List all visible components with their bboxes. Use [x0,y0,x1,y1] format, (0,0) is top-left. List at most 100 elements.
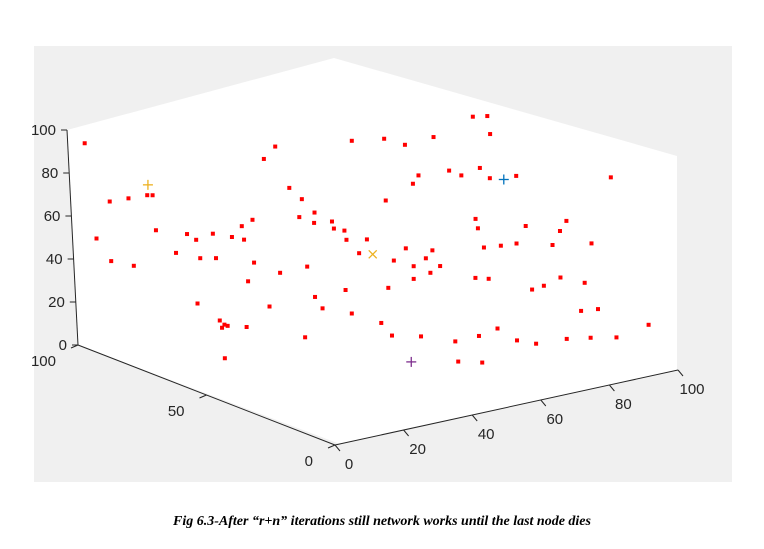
sensor-node [459,173,464,178]
sensor-node [382,136,387,141]
sensor-node [287,185,292,190]
x-axis-tick [403,429,409,437]
sensor-node [523,224,528,228]
sensor-node [94,236,99,241]
sensor-node [430,248,435,253]
x-tick-label: 80 [615,396,632,413]
sensor-node [349,311,354,316]
z-tick-label: 60 [44,208,61,225]
sensor-node [109,259,114,264]
sink-marker [368,249,378,259]
sensor-node [250,217,255,222]
z-tick-label: 20 [48,294,65,311]
sensor-node [495,326,500,331]
sensor-node [222,356,227,361]
sensor-node [541,283,546,288]
z-tick-label: 0 [59,337,67,354]
y-axis-tick [199,394,207,399]
sensor-node [453,339,458,344]
x-axis-tick [609,384,615,392]
sensor-node [383,198,388,203]
sensor-node [564,218,569,223]
sensor-node [423,256,428,261]
sensor-node [486,276,491,281]
sensor-node [498,243,503,248]
y-tick-label: 50 [168,403,185,420]
sensor-node [419,334,424,339]
sensor-node [485,114,490,119]
sensor-node [267,304,272,309]
sensor-node [150,193,155,198]
sensor-node [470,114,475,119]
sensor-node [252,260,257,265]
sensor-node [349,138,354,143]
x-axis-tick [334,444,341,452]
y-tick-label: 0 [305,453,313,470]
sensor-node [557,229,562,233]
sensor-node [214,256,219,261]
z-tick-label: 40 [46,251,63,268]
data-points [82,114,651,367]
sensor-node [344,237,349,242]
sensor-node [564,336,569,341]
x-tick-label: 100 [679,381,704,398]
sensor-node [131,263,136,268]
x-axis-line [334,369,679,446]
sensor-node [357,251,362,256]
sensor-node [456,359,461,364]
cluster-head-1-marker [142,179,153,190]
sensor-node [473,275,478,280]
x-axis-tick [677,369,684,377]
x-tick-label: 20 [409,441,426,458]
sensor-node [403,246,408,251]
sensor-node [278,270,283,275]
sensor-node [428,270,433,275]
sensor-node [410,181,415,186]
sensor-node [342,228,347,233]
sensor-node [487,176,492,181]
sensor-node [222,322,227,327]
z-axis-line [66,129,79,346]
z-tick-label: 80 [42,165,59,182]
sensor-node [558,275,563,280]
x-axis-tick [540,399,547,407]
sensor-node [242,237,247,242]
sensor-node [514,241,519,246]
sensor-node [473,216,478,221]
sensor-node [480,360,485,365]
figure-caption: Fig 6.3-After “r+n” iterations still net… [173,514,591,529]
sensor-node [475,226,480,231]
sensor-node [244,325,249,329]
sensor-node [391,258,396,263]
sensor-node [550,243,555,247]
sensor-node [261,156,266,161]
sensor-node [107,199,112,204]
sensor-node [305,264,310,269]
sensor-node [246,279,251,284]
sensor-node [364,237,369,242]
sensor-node [514,173,519,178]
sensor-node [331,226,336,231]
sensor-node [153,228,158,233]
sensor-node [481,245,486,250]
sensor-node [402,142,407,147]
sensor-node [416,173,421,178]
sensor-node [389,333,394,338]
sensor-node [588,335,593,340]
sensor-node [229,235,234,239]
y-axis-tick [327,444,336,449]
sensor-node [195,301,200,306]
sensor-node [312,210,317,215]
sensor-node [299,197,304,202]
sensor-node [447,168,452,173]
sensor-node [476,333,481,338]
sensor-node [530,287,535,292]
sensor-node [239,224,244,229]
sensor-node [589,241,594,246]
cluster-head-3-marker [406,356,417,367]
y-tick-label: 100 [31,353,56,370]
cluster-head-2-marker [498,174,509,185]
sensor-node [582,280,587,285]
